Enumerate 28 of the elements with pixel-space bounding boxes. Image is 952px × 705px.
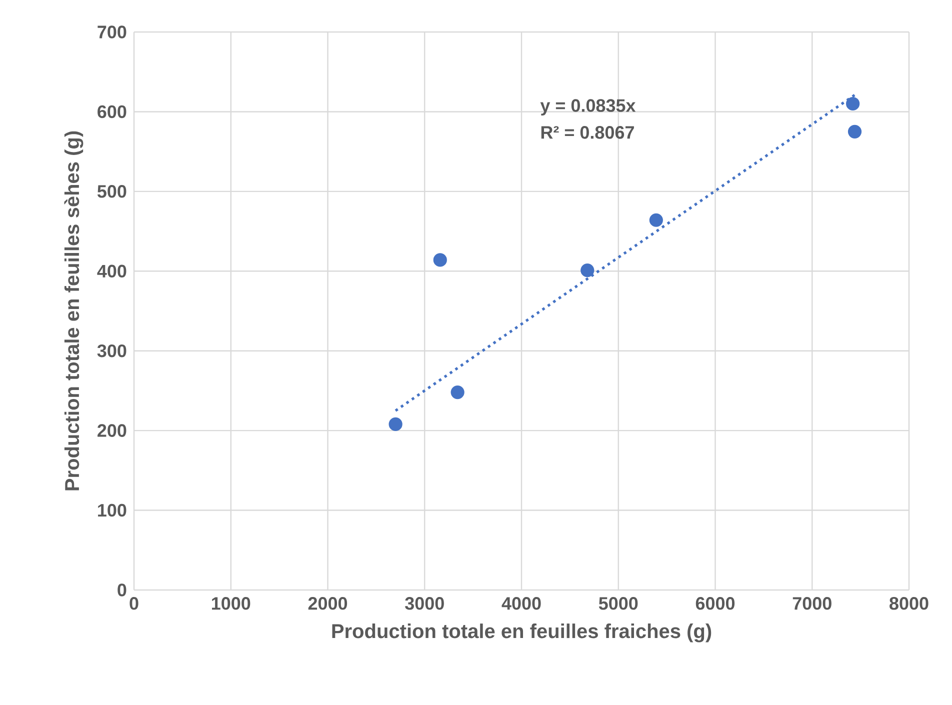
y-tick-label: 100	[98, 504, 126, 517]
y-tick-label: 700	[98, 26, 126, 38]
point	[580, 264, 594, 278]
annotation: y = 0.0835x	[540, 99, 636, 116]
y-tick-label: 0	[118, 584, 126, 596]
y-tick-label: 300	[97, 344, 126, 358]
point	[433, 253, 447, 267]
x-tick-label: 6000	[696, 597, 735, 610]
point	[846, 96, 860, 111]
y-tick-label: 400	[97, 264, 126, 278]
x-tick-label: 0	[130, 597, 138, 610]
x-axis-title: Production totale en feuilles fraiches (g)	[332, 624, 712, 642]
point	[388, 417, 402, 431]
y-tick-label: 600	[98, 105, 126, 118]
point	[848, 124, 862, 138]
x-tick-label: 2000	[308, 597, 348, 610]
x-tick-label: 7000	[792, 597, 832, 610]
x-tick-label: 3000	[405, 597, 444, 610]
point	[450, 385, 464, 400]
y-tick-label: 200	[98, 424, 126, 437]
y-axis-title: Production totale en feuilles sèhes (g)	[64, 131, 84, 490]
y-tick-label: 500	[97, 185, 126, 198]
x-tick-label: 8000	[890, 597, 928, 610]
annotation: R² = 0.8067	[541, 126, 634, 139]
x-tick-label: 4000	[502, 597, 541, 610]
x-tick-label: 1000	[212, 597, 250, 610]
x-tick-label: 5000	[598, 597, 638, 610]
point	[649, 213, 663, 227]
